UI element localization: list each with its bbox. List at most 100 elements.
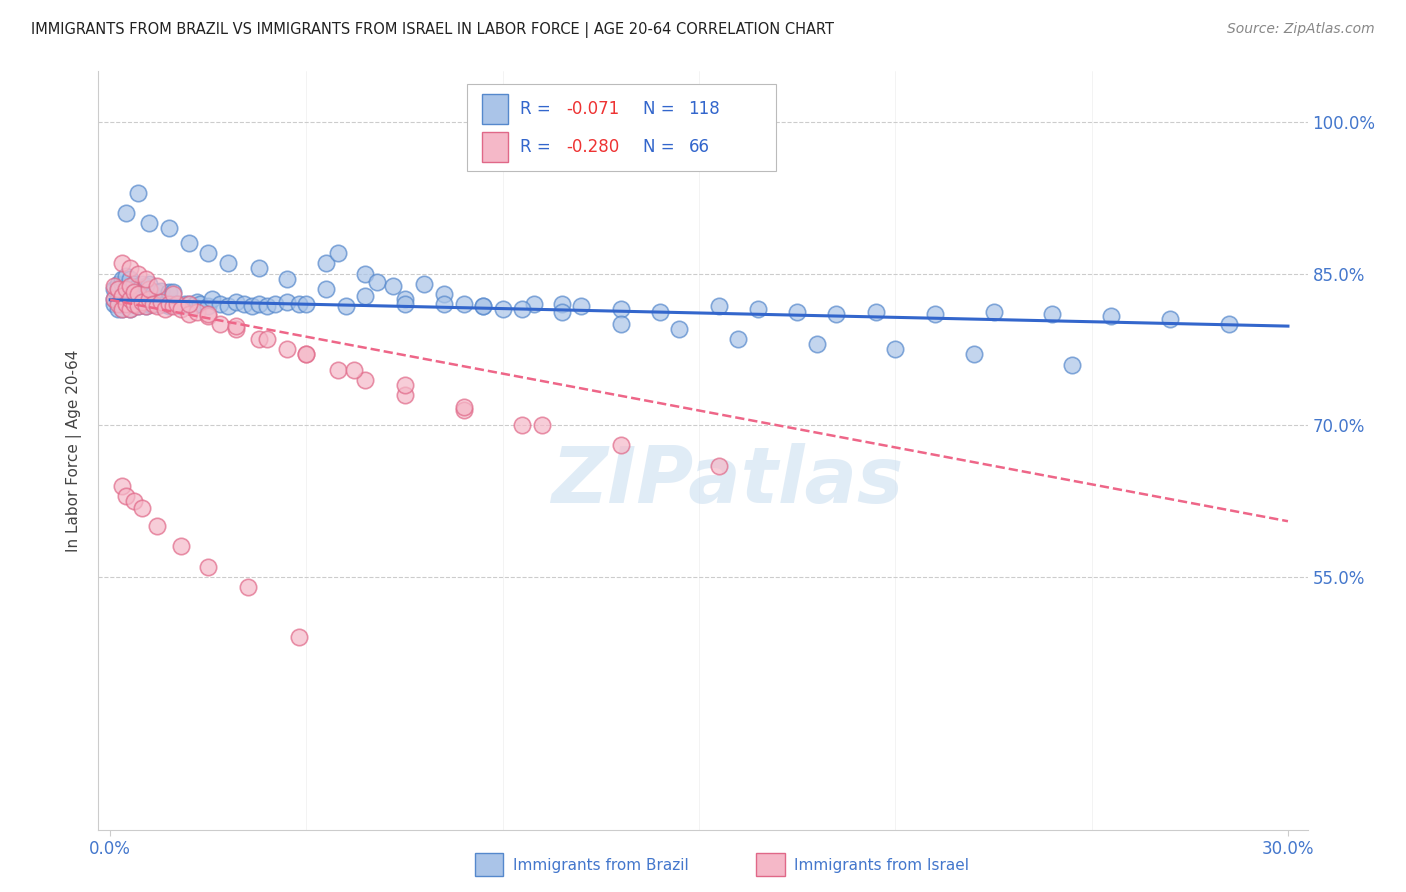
Point	[177, 297, 200, 311]
Point	[118, 282, 141, 296]
Point	[747, 301, 769, 316]
Y-axis label: In Labor Force | Age 20-64: In Labor Force | Age 20-64	[66, 350, 83, 551]
Point	[127, 278, 149, 293]
Point	[177, 297, 200, 311]
Text: 66: 66	[689, 138, 710, 156]
Point	[150, 294, 173, 309]
Point	[453, 403, 475, 417]
Text: Source: ZipAtlas.com: Source: ZipAtlas.com	[1227, 22, 1375, 37]
Point	[609, 301, 631, 316]
Point	[197, 559, 219, 574]
Point	[287, 297, 309, 311]
Point	[707, 458, 730, 473]
Point	[413, 277, 436, 291]
Point	[1099, 309, 1122, 323]
Point	[394, 388, 416, 402]
Point	[295, 347, 318, 361]
Point	[103, 282, 125, 296]
Point	[146, 297, 169, 311]
Point	[122, 285, 145, 299]
Point	[135, 299, 157, 313]
Text: Immigrants from Israel: Immigrants from Israel	[794, 858, 969, 872]
Point	[111, 301, 134, 316]
Point	[326, 362, 349, 376]
Point	[295, 297, 318, 311]
Text: IMMIGRANTS FROM BRAZIL VS IMMIGRANTS FROM ISRAEL IN LABOR FORCE | AGE 20-64 CORR: IMMIGRANTS FROM BRAZIL VS IMMIGRANTS FRO…	[31, 22, 834, 38]
Point	[1159, 312, 1181, 326]
Point	[157, 297, 180, 311]
Point	[115, 286, 138, 301]
Point	[153, 301, 176, 316]
Point	[111, 277, 134, 291]
Point	[173, 297, 195, 311]
Point	[609, 317, 631, 331]
Point	[138, 292, 160, 306]
Point	[177, 307, 200, 321]
Point	[118, 301, 141, 316]
Point	[394, 292, 416, 306]
Point	[287, 631, 309, 645]
Point	[181, 299, 204, 313]
Point	[118, 292, 141, 306]
Point	[186, 294, 208, 309]
Point	[648, 305, 671, 319]
Point	[170, 301, 193, 316]
Point	[433, 297, 456, 311]
Point	[963, 347, 986, 361]
Point	[131, 294, 153, 309]
Point	[256, 299, 278, 313]
Point	[107, 301, 129, 316]
Point	[162, 297, 184, 311]
Point	[523, 297, 546, 311]
Point	[806, 337, 828, 351]
Point	[550, 297, 572, 311]
Point	[884, 343, 907, 357]
Point	[727, 332, 749, 346]
Point	[150, 297, 173, 311]
FancyBboxPatch shape	[467, 84, 776, 171]
Point	[225, 319, 247, 334]
Point	[118, 289, 141, 303]
Point	[122, 297, 145, 311]
Point	[668, 322, 690, 336]
Point	[111, 286, 134, 301]
Point	[335, 299, 357, 313]
Point	[115, 282, 138, 296]
Point	[924, 307, 946, 321]
Point	[865, 305, 887, 319]
Point	[122, 297, 145, 311]
Point	[127, 299, 149, 313]
Point	[135, 271, 157, 285]
Point	[394, 297, 416, 311]
Point	[326, 246, 349, 260]
Point	[115, 278, 138, 293]
Point	[115, 206, 138, 220]
Point	[217, 256, 239, 270]
Text: R =: R =	[520, 100, 551, 119]
Point	[512, 418, 534, 433]
Point	[127, 286, 149, 301]
Point	[122, 277, 145, 291]
Point	[135, 292, 157, 306]
Point	[609, 438, 631, 452]
Point	[264, 297, 287, 311]
Point	[111, 271, 134, 285]
Point	[122, 286, 145, 301]
Text: ZIPatlas: ZIPatlas	[551, 442, 903, 519]
Point	[492, 301, 515, 316]
Point	[1060, 358, 1083, 372]
Point	[107, 277, 129, 291]
Point	[122, 494, 145, 508]
Text: -0.280: -0.280	[567, 138, 620, 156]
Point	[157, 285, 180, 299]
Point	[550, 305, 572, 319]
Point	[107, 282, 129, 296]
Point	[127, 299, 149, 313]
Point	[157, 221, 180, 235]
Point	[118, 261, 141, 276]
Point	[247, 261, 270, 276]
Point	[472, 299, 495, 313]
Point	[153, 297, 176, 311]
FancyBboxPatch shape	[482, 95, 509, 125]
Point	[225, 322, 247, 336]
